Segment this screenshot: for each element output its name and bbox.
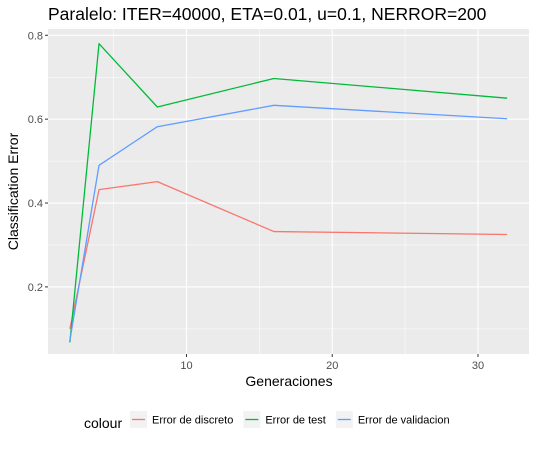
y-tick-label: 0.6 — [28, 114, 43, 126]
y-tick-label: 0.4 — [28, 198, 43, 210]
y-axis-title: Classification Error — [5, 132, 21, 250]
series-lines — [69, 43, 508, 343]
x-axis-title: Generaciones — [245, 373, 332, 389]
y-tick-label: 0.8 — [28, 30, 43, 42]
legend-label: Error de validacion — [358, 415, 450, 427]
plot-panel — [48, 29, 529, 354]
major-gridlines — [48, 29, 529, 354]
x-tick-label: 20 — [326, 360, 338, 372]
series-line-error-de-test — [69, 43, 508, 343]
y-tick-label: 0.2 — [28, 282, 43, 294]
minor-gridlines — [48, 29, 529, 354]
x-tick-label: 30 — [472, 360, 484, 372]
legend-label: Error de test — [265, 415, 326, 427]
legend-label: Error de discreto — [152, 415, 233, 427]
x-tick-label: 10 — [180, 360, 192, 372]
y-axis: 0.2 0.4 0.6 0.8 — [28, 30, 48, 294]
x-axis: 10 20 30 — [180, 354, 484, 372]
series-line-error-de-validacion — [69, 104, 508, 341]
legend: colour Error de discreto Error de test Err… — [84, 411, 450, 431]
legend-title: colour — [84, 415, 122, 431]
series-line-error-de-discreto — [69, 180, 508, 329]
chart-title: Paralelo: ITER=40000, ETA=0.01, u=0.1, N… — [48, 4, 487, 24]
